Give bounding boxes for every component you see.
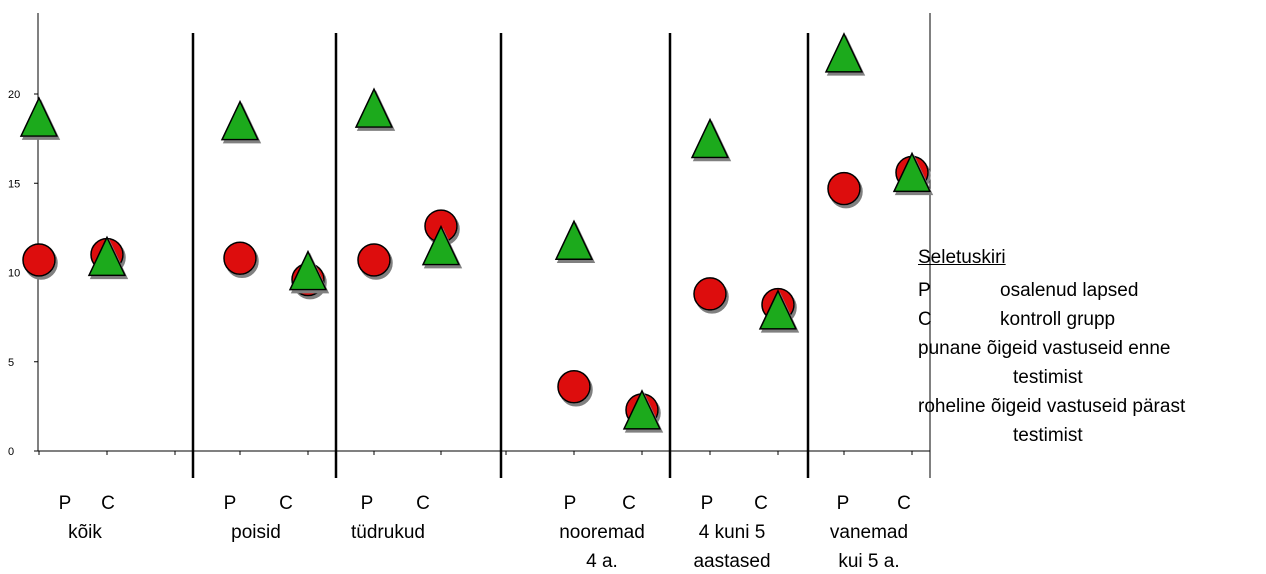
after-point (690, 117, 730, 159)
x-group-label: vanemad (830, 522, 908, 543)
legend-row-after: roheline õigeid vastuseid pärast (918, 392, 1263, 421)
before-point (693, 277, 727, 311)
x-group-label: 4 a. (586, 551, 618, 572)
after-point (824, 32, 864, 73)
before-point (22, 243, 56, 277)
x-label-c: C (754, 493, 768, 514)
x-label-c: C (279, 493, 293, 514)
after-point (892, 151, 932, 193)
x-group-label: poisid (231, 522, 281, 543)
legend-row-c: C kontroll grupp (918, 305, 1263, 334)
x-label-c: C (416, 493, 430, 514)
after-point (220, 99, 260, 141)
legend-desc: osalenud lapsed (1000, 280, 1139, 301)
x-label-c: C (897, 493, 911, 514)
x-group-label: aastased (693, 551, 770, 572)
x-group-label: 4 kuni 5 (699, 522, 766, 543)
x-label-c: C (622, 493, 636, 514)
y-tick-label: 15 (8, 178, 20, 190)
x-label-c: C (101, 493, 115, 514)
x-label-p: P (361, 493, 374, 514)
legend: Seletuskiri P osalenud lapsed C kontroll… (918, 243, 1263, 450)
x-label-p: P (837, 493, 850, 514)
y-tick-label: 5 (8, 357, 14, 369)
x-group-label: nooremad (559, 522, 645, 543)
legend-desc: õigeid vastuseid enne (986, 338, 1171, 359)
legend-key: C (918, 309, 932, 330)
legend-key: P (918, 280, 931, 301)
y-tick-label: 20 (8, 89, 20, 101)
before-point (557, 369, 591, 404)
legend-row-before: punane õigeid vastuseid enne (918, 334, 1263, 363)
x-group-label: tüdrukud (351, 522, 425, 543)
after-point (354, 87, 394, 128)
legend-desc: kontroll grupp (1000, 309, 1116, 330)
legend-title: Seletuskiri (918, 247, 1006, 268)
before-point (827, 171, 861, 206)
after-point (554, 219, 594, 261)
after-point (19, 96, 59, 137)
x-label-p: P (701, 493, 714, 514)
y-tick-label: 10 (8, 268, 20, 280)
legend-desc-continued: testimist (1013, 425, 1083, 446)
legend-desc: õigeid vastuseid pärast (990, 396, 1186, 417)
before-point (223, 241, 257, 275)
legend-desc-continued: testimist (1013, 367, 1083, 388)
after-point (622, 389, 662, 430)
after-point (288, 249, 328, 291)
x-label-p: P (224, 493, 237, 514)
legend-key: punane (918, 338, 982, 359)
x-label-p: P (59, 493, 72, 514)
legend-key: roheline (918, 396, 986, 417)
legend-row-p: P osalenud lapsed (918, 276, 1263, 305)
after-point (421, 224, 461, 266)
x-group-label: kõik (68, 522, 102, 543)
after-point (758, 289, 798, 330)
plot-area (38, 13, 930, 478)
after-point (87, 235, 127, 277)
x-group-label: kui 5 a. (838, 551, 899, 572)
before-point (357, 243, 391, 277)
y-tick-label: 0 (8, 446, 14, 458)
x-label-p: P (564, 493, 577, 514)
